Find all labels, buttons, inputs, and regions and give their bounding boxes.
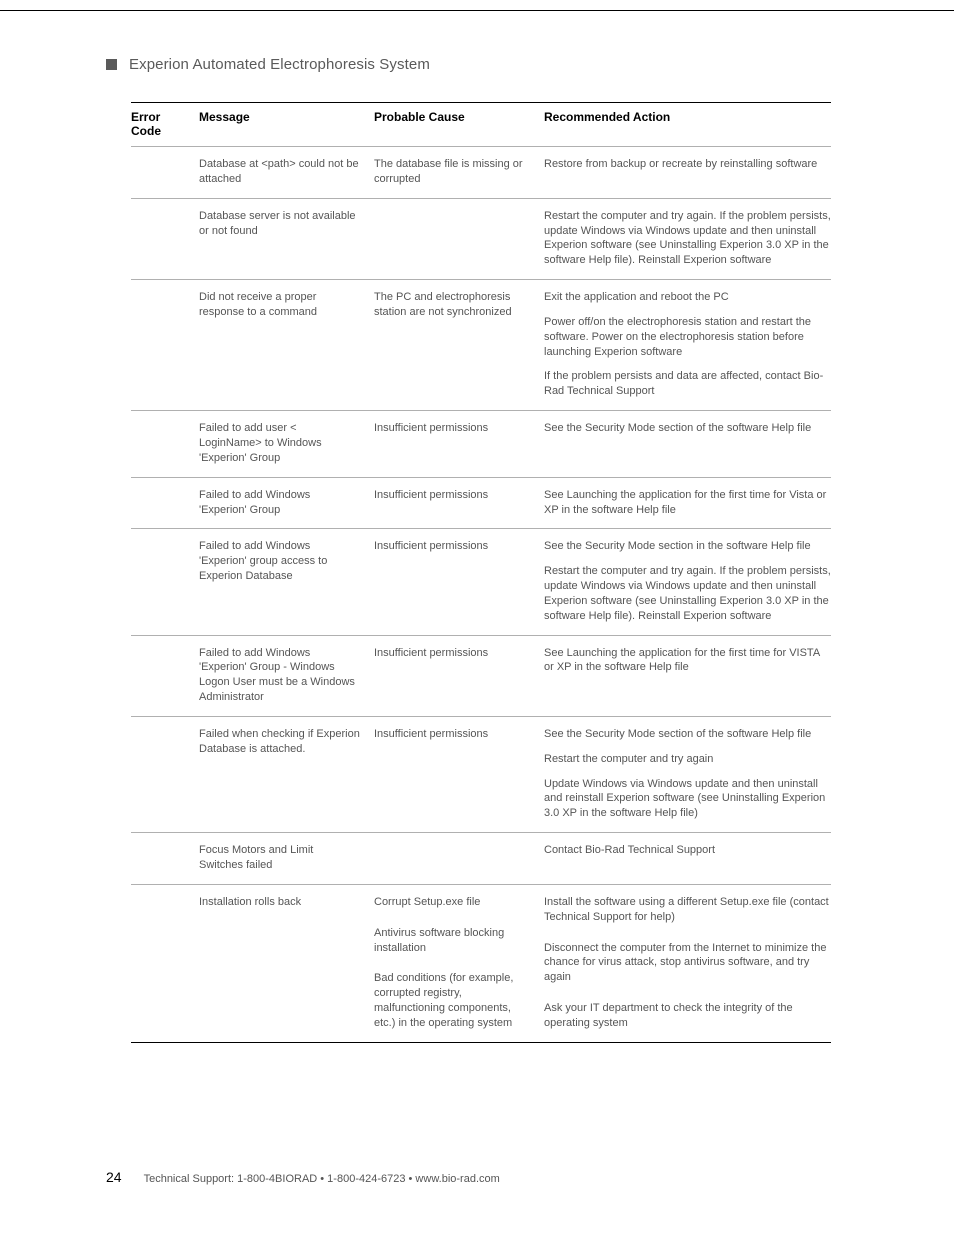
cell-action: Restore from backup or recreate by reins…	[544, 157, 831, 187]
cell-cause	[374, 843, 544, 873]
table-header-row: Error Code Message Probable Cause Recomm…	[131, 102, 831, 147]
table-row: Focus Motors and Limit Switches failed C…	[131, 833, 831, 885]
cell-code	[131, 209, 199, 268]
col-header-message: Message	[199, 110, 374, 138]
cell-action: Restart the computer and try again. If t…	[544, 209, 831, 268]
page-footer: 24 Technical Support: 1-800-4BIORAD • 1-…	[106, 1169, 500, 1185]
cell-code	[131, 646, 199, 705]
action-line: Restart the computer and try again	[544, 752, 831, 767]
cell-cause: Insufficient permissions	[374, 421, 544, 466]
cell-message: Failed to add Windows 'Experion' group a…	[199, 539, 374, 623]
cell-action: Exit the application and reboot the PC P…	[544, 290, 831, 399]
cause-line: Corrupt Setup.exe file	[374, 895, 530, 910]
top-rule	[0, 10, 954, 11]
col-header-cause: Probable Cause	[374, 110, 544, 138]
cell-code	[131, 727, 199, 821]
cell-action: Contact Bio-Rad Technical Support	[544, 843, 831, 873]
table-row: Failed to add user < LoginName> to Windo…	[131, 411, 831, 478]
cell-message: Failed to add Windows 'Experion' Group	[199, 488, 374, 518]
cell-message: Database at <path> could not be attached	[199, 157, 374, 187]
col-header-action: Recommended Action	[544, 110, 831, 138]
header-marker-icon	[106, 59, 117, 70]
cell-cause: Insufficient permissions	[374, 539, 544, 623]
col-header-code: Error Code	[131, 110, 199, 138]
action-line: Restart the computer and try again. If t…	[544, 564, 831, 623]
action-line: Update Windows via Windows update and th…	[544, 777, 831, 822]
cell-cause: The PC and electrophoresis station are n…	[374, 290, 544, 399]
table-row: Failed to add Windows 'Experion' group a…	[131, 529, 831, 635]
error-table: Error Code Message Probable Cause Recomm…	[131, 102, 831, 1043]
cell-action: See the Security Mode section of the sof…	[544, 421, 831, 466]
page-number: 24	[106, 1169, 122, 1185]
cell-action: See the Security Mode section of the sof…	[544, 727, 831, 821]
table-row: Failed when checking if Experion Databas…	[131, 717, 831, 833]
cell-code	[131, 157, 199, 187]
table-row: Failed to add Windows 'Experion' Group -…	[131, 636, 831, 717]
cell-code	[131, 895, 199, 1031]
action-line: Power off/on the electrophoresis station…	[544, 315, 831, 360]
cause-line: Bad conditions (for example, corrupted r…	[374, 971, 530, 1030]
cell-action: See the Security Mode section in the sof…	[544, 539, 831, 623]
cause-line: Antivirus software blocking installation	[374, 926, 530, 956]
table-row: Database at <path> could not be attached…	[131, 147, 831, 199]
cell-cause: The database file is missing or corrupte…	[374, 157, 544, 187]
cell-code	[131, 290, 199, 399]
cell-code	[131, 539, 199, 623]
cell-cause: Insufficient permissions	[374, 488, 544, 518]
cell-action: See Launching the application for the fi…	[544, 646, 831, 705]
action-line: Install the software using a different S…	[544, 895, 831, 925]
cell-message: Did not receive a proper response to a c…	[199, 290, 374, 399]
cell-message: Failed to add user < LoginName> to Windo…	[199, 421, 374, 466]
cell-code	[131, 843, 199, 873]
cell-code	[131, 421, 199, 466]
cell-message: Failed to add Windows 'Experion' Group -…	[199, 646, 374, 705]
page-title: Experion Automated Electrophoresis Syste…	[129, 56, 430, 73]
cell-cause: Insufficient permissions	[374, 727, 544, 821]
table-row: Failed to add Windows 'Experion' Group I…	[131, 478, 831, 530]
action-line: Exit the application and reboot the PC	[544, 290, 831, 305]
cell-message: Failed when checking if Experion Databas…	[199, 727, 374, 821]
cell-message: Installation rolls back	[199, 895, 374, 1031]
action-line: Disconnect the computer from the Interne…	[544, 941, 831, 986]
cell-action: Install the software using a different S…	[544, 895, 831, 1031]
cell-cause: Corrupt Setup.exe file Antivirus softwar…	[374, 895, 544, 1031]
page-header: Experion Automated Electrophoresis Syste…	[106, 56, 430, 73]
table-row: Did not receive a proper response to a c…	[131, 280, 831, 411]
action-line: If the problem persists and data are aff…	[544, 369, 831, 399]
cell-message: Focus Motors and Limit Switches failed	[199, 843, 374, 873]
table-row: Database server is not available or not …	[131, 199, 831, 280]
action-line: Ask your IT department to check the inte…	[544, 1001, 831, 1031]
table-row: Installation rolls back Corrupt Setup.ex…	[131, 885, 831, 1043]
cell-message: Database server is not available or not …	[199, 209, 374, 268]
cell-action: See Launching the application for the fi…	[544, 488, 831, 518]
cell-cause: Insufficient permissions	[374, 646, 544, 705]
action-line: See the Security Mode section of the sof…	[544, 727, 831, 742]
cell-cause	[374, 209, 544, 268]
action-line: See the Security Mode section in the sof…	[544, 539, 831, 554]
footer-text: Technical Support: 1-800-4BIORAD • 1-800…	[144, 1173, 500, 1185]
cell-code	[131, 488, 199, 518]
